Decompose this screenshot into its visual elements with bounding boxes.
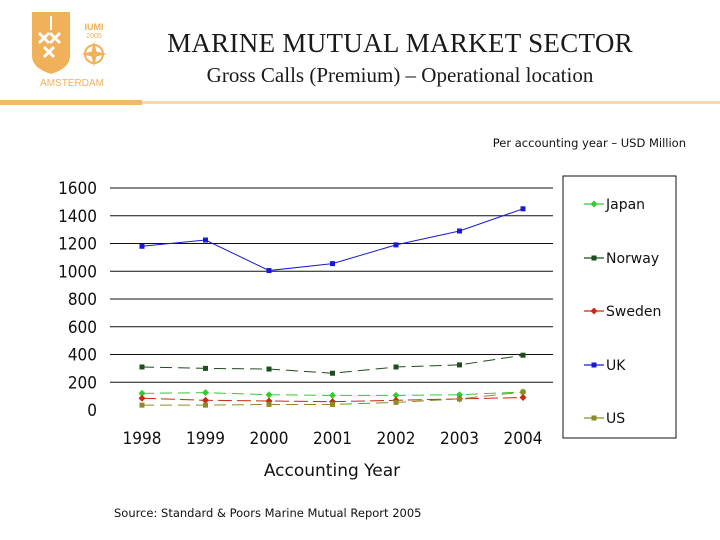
series-line-norway [141,354,524,374]
x-tick-label: 2000 [250,429,289,449]
y-tick-label: 600 [68,318,97,338]
series-uk [139,206,526,274]
y-tick-label: 200 [68,373,97,393]
data-point [202,389,209,397]
data-point [139,364,145,370]
data-point [457,228,462,234]
series-japan [138,388,527,399]
x-tick-label: 2001 [313,429,352,449]
y-tick-label: 400 [68,346,97,366]
data-point [520,352,526,358]
y-tick-label: 1400 [58,207,97,227]
legend-label-us: US [606,411,625,427]
data-point [202,396,209,404]
legend-marker [590,200,598,208]
x-tick-label: 2002 [377,429,416,449]
legend-label-norway: Norway [606,251,659,267]
data-point [519,394,527,402]
data-point [265,391,273,399]
logo-city-text: AMSTERDAM [40,78,104,89]
data-point [457,362,462,368]
data-point [520,389,526,395]
legend-marker [591,415,597,421]
compass-rose-icon [81,41,107,67]
y-tick-label: 1600 [58,179,97,199]
logo-year-text: 2005 [86,33,102,40]
x-tick-label: 1999 [186,429,225,449]
data-point [266,366,272,372]
header-rule-accent [0,100,142,105]
data-point [266,268,272,274]
legend-frame [562,175,677,439]
x-tick-label: 1998 [123,429,162,449]
x-axis-label: Accounting Year [264,461,400,481]
data-point [392,391,400,399]
data-point [203,365,208,371]
data-point [393,364,399,370]
data-point [393,242,399,248]
legend-marker [591,362,597,368]
data-point [138,394,146,402]
data-point [329,391,336,399]
data-point [520,206,526,212]
logo-iumi-text: IUMI [85,22,104,32]
legend-marker [590,307,598,315]
legend-label-japan: Japan [605,197,645,213]
page-title: MARINE MUTUAL MARKET SECTOR [167,28,633,58]
page-subtitle: Gross Calls (Premium) – Operational loca… [206,63,594,87]
data-point [203,237,208,243]
data-point [266,401,272,407]
data-point [330,261,335,267]
series-norway [139,352,526,376]
iumi-amsterdam-logo: IUMI 2005 AMSTERDAM [32,12,107,89]
data-point [330,401,335,407]
legend-label-sweden: Sweden [606,304,661,320]
chart-gridlines [110,187,553,383]
x-axis-ticks: 1998 1999 2000 2001 2002 2003 2004 [123,429,543,449]
data-point [393,399,399,405]
x-tick-label: 2004 [504,429,543,449]
data-point [330,370,335,376]
y-tick-label: 800 [68,290,97,310]
y-tick-label: 1000 [58,262,97,282]
chart-legend: Japan Norway Sweden UK US [562,175,677,439]
y-tick-label: 0 [87,401,97,421]
header-rule [142,101,720,104]
data-point [138,389,146,397]
legend-label-uk: UK [606,358,626,374]
y-tick-label: 1200 [58,235,97,255]
units-note: Per accounting year – USD Million [492,136,686,150]
x-tick-label: 2003 [440,429,479,449]
chart-series [138,206,527,408]
source-note: Source: Standard & Poors Marine Mutual R… [114,506,422,520]
data-point [139,402,145,408]
data-point [139,243,145,249]
data-point [457,396,462,402]
y-axis-ticks: 0 200 400 600 800 1000 1200 1400 1600 [58,179,97,421]
data-point [203,402,208,408]
legend-marker [591,255,597,261]
series-us [139,389,526,408]
